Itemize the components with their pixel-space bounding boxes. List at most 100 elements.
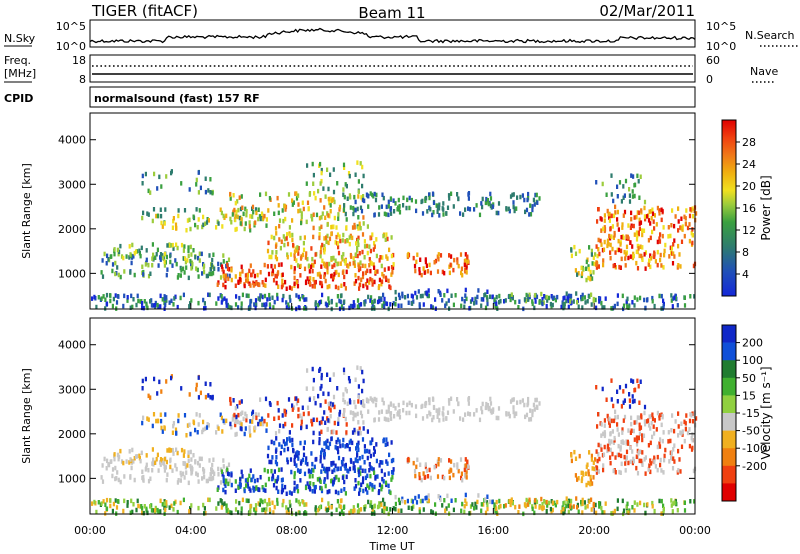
velocity-cell	[382, 438, 385, 444]
velocity-cell	[443, 498, 446, 503]
power-cell	[387, 278, 390, 284]
power-cell	[614, 250, 617, 255]
power-cell	[240, 305, 243, 311]
power-cell	[389, 285, 392, 291]
power-cell	[225, 298, 228, 303]
power-cell	[392, 198, 395, 203]
velocity-cell	[245, 414, 248, 419]
velocity-cell	[449, 467, 452, 473]
velocity-cell	[353, 399, 356, 405]
power-cell	[404, 295, 407, 300]
power-cell	[146, 211, 149, 216]
power-cell	[164, 302, 167, 308]
power-cell	[160, 184, 163, 189]
velocity-cell	[164, 507, 167, 513]
velocity-cell	[182, 461, 185, 466]
power-cell	[528, 292, 531, 298]
power-cell	[344, 261, 347, 266]
power-cell	[207, 188, 210, 193]
power-cell	[601, 305, 604, 310]
velocity-cell	[368, 468, 371, 473]
power-cell	[342, 252, 345, 257]
velocity-cell	[643, 457, 646, 462]
velocity-cell	[234, 507, 238, 512]
power-cell	[497, 210, 500, 216]
power-cell	[342, 162, 346, 168]
power-ytick-label: 3000	[58, 178, 86, 191]
power-cell	[245, 209, 248, 214]
power-cell	[242, 211, 245, 217]
power-cell	[649, 221, 652, 226]
power-cell	[342, 192, 345, 197]
power-cell	[670, 293, 673, 298]
velocity-cell	[354, 483, 358, 489]
power-cell	[287, 192, 291, 197]
velocity-cell	[297, 499, 300, 505]
power-cell	[189, 301, 192, 306]
power-cell	[468, 306, 471, 311]
velocity-cell	[484, 405, 487, 411]
velocity-cell	[604, 501, 607, 506]
power-cell	[168, 300, 171, 305]
velocity-cell	[611, 451, 614, 457]
velocity-cell	[354, 478, 357, 483]
power-cell	[368, 244, 371, 249]
velocity-cell	[251, 419, 254, 424]
freq-label-line1: Freq.	[4, 54, 31, 67]
velocity-cell	[592, 475, 595, 480]
velocity-cell	[330, 478, 333, 484]
power-cell	[616, 301, 619, 307]
velocity-cell	[268, 497, 271, 503]
power-cell	[282, 218, 285, 224]
power-cell	[351, 225, 355, 230]
power-cell	[545, 294, 548, 300]
power-cell	[222, 259, 225, 264]
power-cell	[345, 217, 348, 222]
velocity-cell	[159, 509, 162, 514]
power-cell	[452, 302, 455, 308]
power-cell	[299, 208, 302, 213]
velocity-cell	[425, 468, 428, 473]
velocity-cell	[239, 477, 242, 482]
power-cell	[161, 297, 164, 302]
power-cell	[633, 232, 636, 237]
power-cell	[239, 206, 243, 212]
power-cell	[145, 303, 148, 308]
velocity-cell	[370, 500, 373, 505]
velocity-cell	[412, 504, 415, 509]
power-heatmap	[91, 160, 698, 312]
velocity-cell	[360, 482, 363, 487]
velocity-cell	[327, 445, 330, 451]
velocity-cell	[633, 508, 636, 513]
power-cell	[345, 183, 348, 189]
power-cell	[574, 251, 578, 256]
power-cell	[283, 242, 286, 248]
power-cell	[185, 265, 188, 270]
velocity-cell	[229, 401, 232, 406]
power-cell	[448, 264, 451, 269]
velocity-cell	[354, 413, 357, 418]
velocity-cell	[631, 394, 634, 399]
power-cell	[104, 297, 107, 302]
velocity-cell	[477, 493, 480, 498]
velocity-cell	[474, 501, 477, 507]
velocity-cell	[424, 462, 427, 467]
power-cell	[153, 171, 156, 177]
power-cell	[643, 252, 646, 257]
velocity-cell	[320, 372, 323, 378]
power-cell	[476, 294, 479, 300]
power-cell	[185, 228, 188, 233]
power-cell	[296, 263, 300, 268]
power-cell	[618, 264, 621, 270]
velocity-cell	[649, 440, 652, 446]
velocity-cell	[347, 469, 350, 474]
power-cell	[243, 283, 246, 289]
velocity-cell	[452, 409, 455, 414]
power-cell	[511, 295, 514, 301]
power-cell	[152, 257, 155, 262]
power-cell	[201, 271, 204, 276]
power-cell	[618, 180, 622, 185]
velocity-cell	[320, 488, 324, 494]
velocity-cell	[271, 476, 274, 482]
velocity-cell	[182, 453, 185, 458]
